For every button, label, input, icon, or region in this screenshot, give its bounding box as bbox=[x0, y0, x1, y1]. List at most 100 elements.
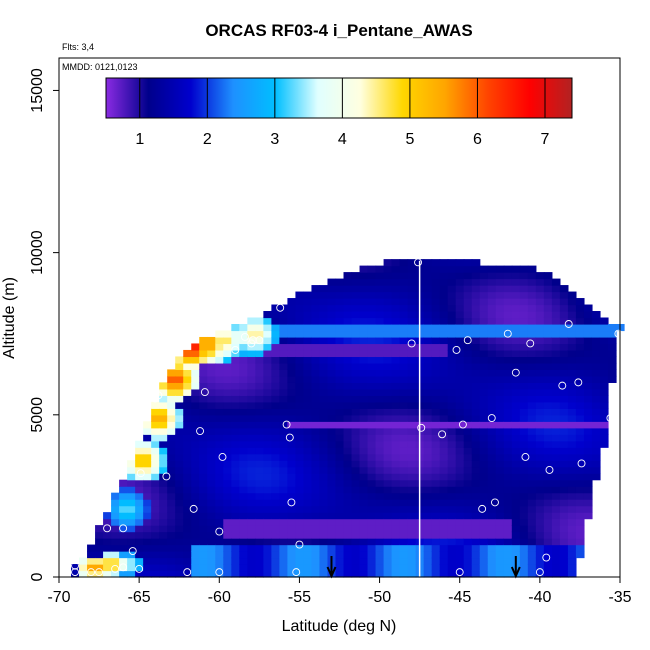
heatmap-cell bbox=[559, 479, 569, 487]
heatmap-cell bbox=[431, 505, 441, 513]
heatmap-cell bbox=[495, 557, 505, 565]
heatmap-cell bbox=[583, 486, 593, 494]
heatmap-cell bbox=[391, 304, 401, 312]
heatmap-cell bbox=[527, 460, 537, 468]
heatmap-cell bbox=[471, 298, 481, 306]
heatmap-cell bbox=[535, 551, 545, 559]
heatmap-cell bbox=[375, 434, 385, 442]
heatmap-cell bbox=[471, 479, 481, 487]
heatmap-cell bbox=[391, 395, 401, 403]
heatmap-cell bbox=[407, 323, 417, 332]
heatmap-cell bbox=[511, 362, 521, 370]
heatmap-cell bbox=[551, 356, 561, 364]
heatmap-cell bbox=[367, 369, 377, 377]
heatmap-cell bbox=[359, 298, 369, 306]
heatmap-cell bbox=[279, 375, 288, 383]
heatmap-cell bbox=[271, 388, 280, 396]
heatmap-cell bbox=[399, 395, 409, 403]
sample-point bbox=[151, 394, 160, 403]
sample-point bbox=[458, 420, 467, 429]
heatmap-cell bbox=[263, 564, 272, 572]
sample-point bbox=[71, 561, 79, 570]
heatmap-cell bbox=[263, 479, 272, 487]
sample-point bbox=[287, 498, 296, 507]
heatmap-cell bbox=[351, 499, 361, 507]
heatmap-cell bbox=[503, 447, 513, 455]
heatmap-cell bbox=[319, 447, 329, 455]
heatmap-cell bbox=[447, 285, 457, 293]
heatmap-cell bbox=[487, 434, 497, 442]
heatmap-cell bbox=[535, 479, 545, 487]
heatmap-cell bbox=[431, 323, 441, 332]
heatmap-cell bbox=[239, 525, 248, 533]
sample-point bbox=[417, 423, 426, 432]
heatmap-cell bbox=[271, 505, 280, 513]
heatmap-cell bbox=[311, 421, 321, 429]
heatmap-cell bbox=[247, 336, 256, 345]
heatmap-cell bbox=[103, 570, 112, 578]
heatmap-cell bbox=[183, 486, 192, 494]
heatmap-cell bbox=[599, 343, 609, 351]
heatmap-cell bbox=[511, 414, 521, 422]
heatmap-cell bbox=[383, 336, 393, 345]
heatmap-cell bbox=[327, 408, 337, 416]
heatmap-cell bbox=[399, 421, 409, 429]
heatmap-cell bbox=[239, 343, 248, 351]
heatmap-cell bbox=[215, 440, 224, 448]
heatmap-cell bbox=[335, 298, 345, 306]
heatmap-cell bbox=[487, 298, 497, 306]
heatmap-cell bbox=[527, 512, 537, 520]
heatmap-cell bbox=[383, 401, 393, 409]
heatmap-cell bbox=[519, 382, 529, 390]
heatmap-cell bbox=[543, 434, 553, 442]
heatmap-cell bbox=[455, 421, 465, 429]
heatmap-cell bbox=[391, 298, 401, 306]
heatmap-cell bbox=[239, 466, 248, 474]
heatmap-cell bbox=[335, 375, 345, 383]
heatmap-cell bbox=[551, 505, 561, 513]
heatmap-cell bbox=[359, 434, 369, 442]
heatmap-cell bbox=[335, 447, 345, 455]
heatmap-cell bbox=[463, 473, 473, 481]
heatmap-cell bbox=[215, 512, 224, 520]
heatmap-cell bbox=[583, 434, 593, 442]
heatmap-cell bbox=[199, 336, 208, 345]
heatmap-cell bbox=[367, 388, 377, 396]
heatmap-cell bbox=[359, 311, 369, 319]
heatmap-cell bbox=[295, 453, 305, 461]
heatmap-cell bbox=[215, 453, 224, 461]
heatmap-cell bbox=[383, 479, 393, 487]
heatmap-cell bbox=[383, 395, 393, 403]
heatmap-cell bbox=[367, 317, 377, 325]
heatmap-cell bbox=[535, 440, 545, 448]
heatmap-cell bbox=[367, 343, 377, 351]
x-axis: -70 -65 -60 -55 -50 -45 -40 -35 bbox=[47, 577, 632, 606]
heatmap-cell bbox=[575, 538, 585, 546]
heatmap-cell bbox=[127, 492, 136, 500]
heatmap-cell bbox=[367, 272, 377, 280]
heatmap-cell bbox=[215, 434, 224, 442]
heatmap-cell bbox=[511, 544, 521, 552]
heatmap-cell bbox=[279, 336, 288, 345]
heatmap-cell bbox=[247, 375, 256, 383]
heatmap-cell bbox=[495, 466, 505, 474]
heatmap-cell bbox=[407, 531, 417, 539]
heatmap-cell bbox=[311, 330, 321, 338]
heatmap-cell bbox=[543, 272, 553, 280]
heatmap-cell bbox=[519, 453, 529, 461]
heatmap-cell bbox=[431, 375, 441, 383]
heatmap-cell bbox=[575, 382, 585, 390]
heatmap-cell bbox=[335, 512, 345, 520]
heatmap-cell bbox=[335, 421, 345, 429]
heatmap-cell bbox=[175, 447, 184, 455]
heatmap-cell bbox=[167, 531, 176, 539]
heatmap-cell bbox=[351, 330, 361, 338]
heatmap-cell bbox=[463, 375, 473, 383]
heatmap-cell bbox=[135, 453, 144, 461]
heatmap-cell bbox=[303, 298, 313, 306]
heatmap-cell bbox=[423, 440, 433, 448]
heatmap-cell bbox=[383, 291, 393, 299]
heatmap-cell bbox=[455, 369, 465, 377]
heatmap-cell bbox=[575, 362, 585, 370]
